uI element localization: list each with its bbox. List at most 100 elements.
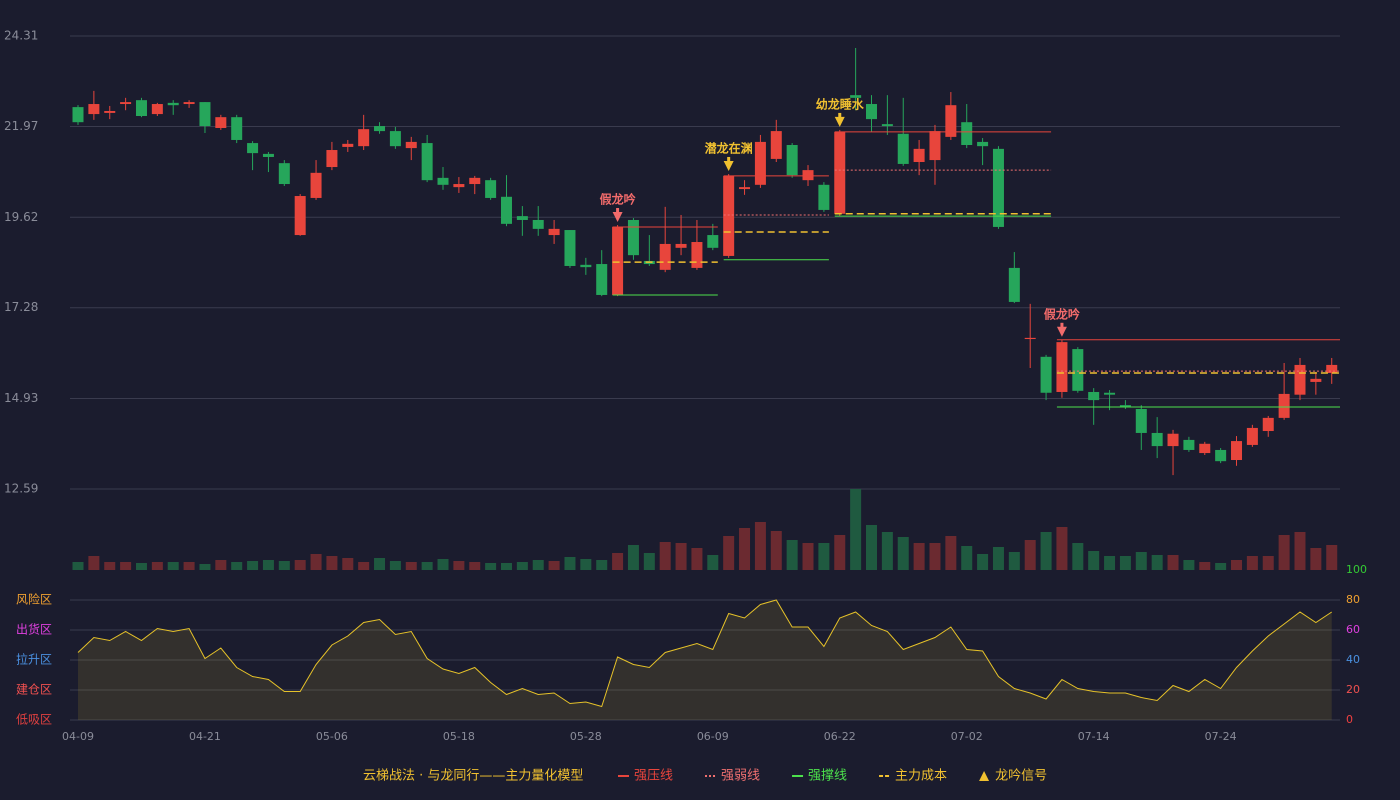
x-tick-label: 04-09 bbox=[62, 730, 94, 743]
candle-body bbox=[453, 184, 465, 188]
volume-bar bbox=[389, 561, 401, 570]
candle-body bbox=[1119, 405, 1131, 408]
candle-body bbox=[786, 144, 798, 176]
candle-body bbox=[262, 153, 274, 157]
y-tick-label: 19.62 bbox=[4, 210, 38, 224]
volume-bar bbox=[612, 553, 624, 570]
volume-bar bbox=[1056, 527, 1068, 570]
zone-label: 低吸区 bbox=[16, 713, 52, 727]
volume-bar bbox=[1246, 556, 1258, 570]
legend-label: 龙吟信号 bbox=[995, 768, 1047, 784]
candle-body bbox=[1167, 433, 1179, 447]
signal-arrow bbox=[1056, 326, 1067, 337]
volume-bar bbox=[1104, 556, 1116, 570]
volume-bar bbox=[818, 543, 830, 570]
volume-bar bbox=[1199, 562, 1211, 570]
volume-bar bbox=[548, 561, 560, 570]
candle-body bbox=[580, 264, 592, 268]
volume-bar bbox=[754, 522, 766, 570]
volume-bar bbox=[1008, 552, 1020, 570]
volume-bar bbox=[167, 562, 179, 570]
candle-body bbox=[1215, 449, 1227, 462]
candle-body bbox=[1294, 364, 1306, 395]
candle-body bbox=[945, 105, 957, 137]
volume-bar bbox=[342, 558, 354, 570]
candle-body bbox=[691, 242, 703, 268]
candle-body bbox=[1199, 443, 1211, 454]
volume-bar bbox=[1215, 563, 1227, 570]
volume-bar bbox=[786, 540, 798, 570]
candle-body bbox=[389, 131, 401, 147]
signal-label: 假龙吟 bbox=[600, 192, 636, 207]
x-tick-label: 07-14 bbox=[1078, 730, 1110, 743]
candle-body bbox=[183, 102, 195, 105]
volume-bar bbox=[1310, 548, 1322, 570]
volume-bar bbox=[231, 562, 243, 570]
x-tick-label: 06-09 bbox=[697, 730, 729, 743]
candle-body bbox=[1135, 408, 1147, 433]
legend-label: 强撑线 bbox=[808, 769, 847, 784]
y2-tick-label: 20 bbox=[1346, 683, 1360, 696]
volume-bar bbox=[707, 555, 719, 570]
signal-label: 幼龙睡水 bbox=[816, 96, 865, 111]
volume-bar bbox=[310, 554, 322, 570]
volume-bar bbox=[1262, 556, 1274, 570]
volume-bar bbox=[500, 563, 512, 570]
candle-body bbox=[723, 175, 735, 256]
candle-body bbox=[596, 264, 608, 295]
volume-bar bbox=[437, 559, 449, 570]
volume-bar bbox=[675, 543, 687, 570]
candle-body bbox=[167, 102, 179, 106]
candle-body bbox=[739, 187, 751, 190]
candle-body bbox=[1262, 417, 1274, 432]
volume-bar bbox=[850, 489, 862, 570]
candle-body bbox=[421, 143, 433, 181]
candle-body bbox=[675, 243, 687, 248]
candle-body bbox=[358, 129, 370, 147]
candle-body bbox=[1151, 432, 1163, 447]
x-tick-label: 05-06 bbox=[316, 730, 348, 743]
candle-body bbox=[1231, 441, 1243, 461]
candle-body bbox=[977, 141, 989, 147]
candle-body bbox=[1072, 349, 1084, 391]
candle-body bbox=[1278, 393, 1290, 418]
volume-bar bbox=[1072, 543, 1084, 570]
volume-bar bbox=[913, 543, 925, 570]
volume-bar bbox=[643, 553, 655, 570]
chart-title: 云梯战法 · 与龙同行——主力量化模型 bbox=[363, 769, 583, 784]
volume-bar bbox=[215, 560, 227, 570]
candle-body bbox=[850, 95, 862, 98]
candle-body bbox=[104, 110, 116, 113]
candle-body bbox=[1040, 356, 1052, 393]
signal-arrow bbox=[723, 160, 734, 171]
candle-body bbox=[516, 216, 528, 220]
candle-body bbox=[612, 226, 624, 295]
y-tick-label: 17.28 bbox=[4, 300, 38, 314]
volume-bar bbox=[627, 545, 639, 570]
candle-body bbox=[120, 102, 132, 105]
candle-body bbox=[659, 243, 671, 270]
candle-body bbox=[802, 170, 814, 181]
candle-body bbox=[866, 104, 877, 120]
y-tick-label: 14.93 bbox=[4, 391, 38, 405]
zone-label: 出货区 bbox=[16, 622, 52, 637]
volume-bar bbox=[596, 560, 608, 570]
x-tick-label: 07-02 bbox=[951, 730, 983, 743]
candle-body bbox=[913, 148, 925, 163]
candle-body bbox=[135, 100, 147, 117]
volume-bar bbox=[897, 537, 909, 570]
volume-bar bbox=[881, 532, 893, 570]
volume-bar bbox=[183, 562, 195, 570]
volume-bar bbox=[659, 542, 671, 570]
volume-bar bbox=[72, 562, 84, 570]
volume-bar bbox=[1024, 540, 1036, 570]
y2-tick-label: 60 bbox=[1346, 623, 1360, 636]
volume-bar bbox=[580, 559, 592, 570]
candle-body bbox=[437, 177, 449, 185]
candle-body bbox=[1326, 364, 1338, 374]
y2-tick-label: 100 bbox=[1346, 563, 1367, 576]
volume-bar bbox=[532, 560, 544, 570]
candle-body bbox=[929, 131, 941, 161]
signal-arrow bbox=[834, 116, 845, 127]
